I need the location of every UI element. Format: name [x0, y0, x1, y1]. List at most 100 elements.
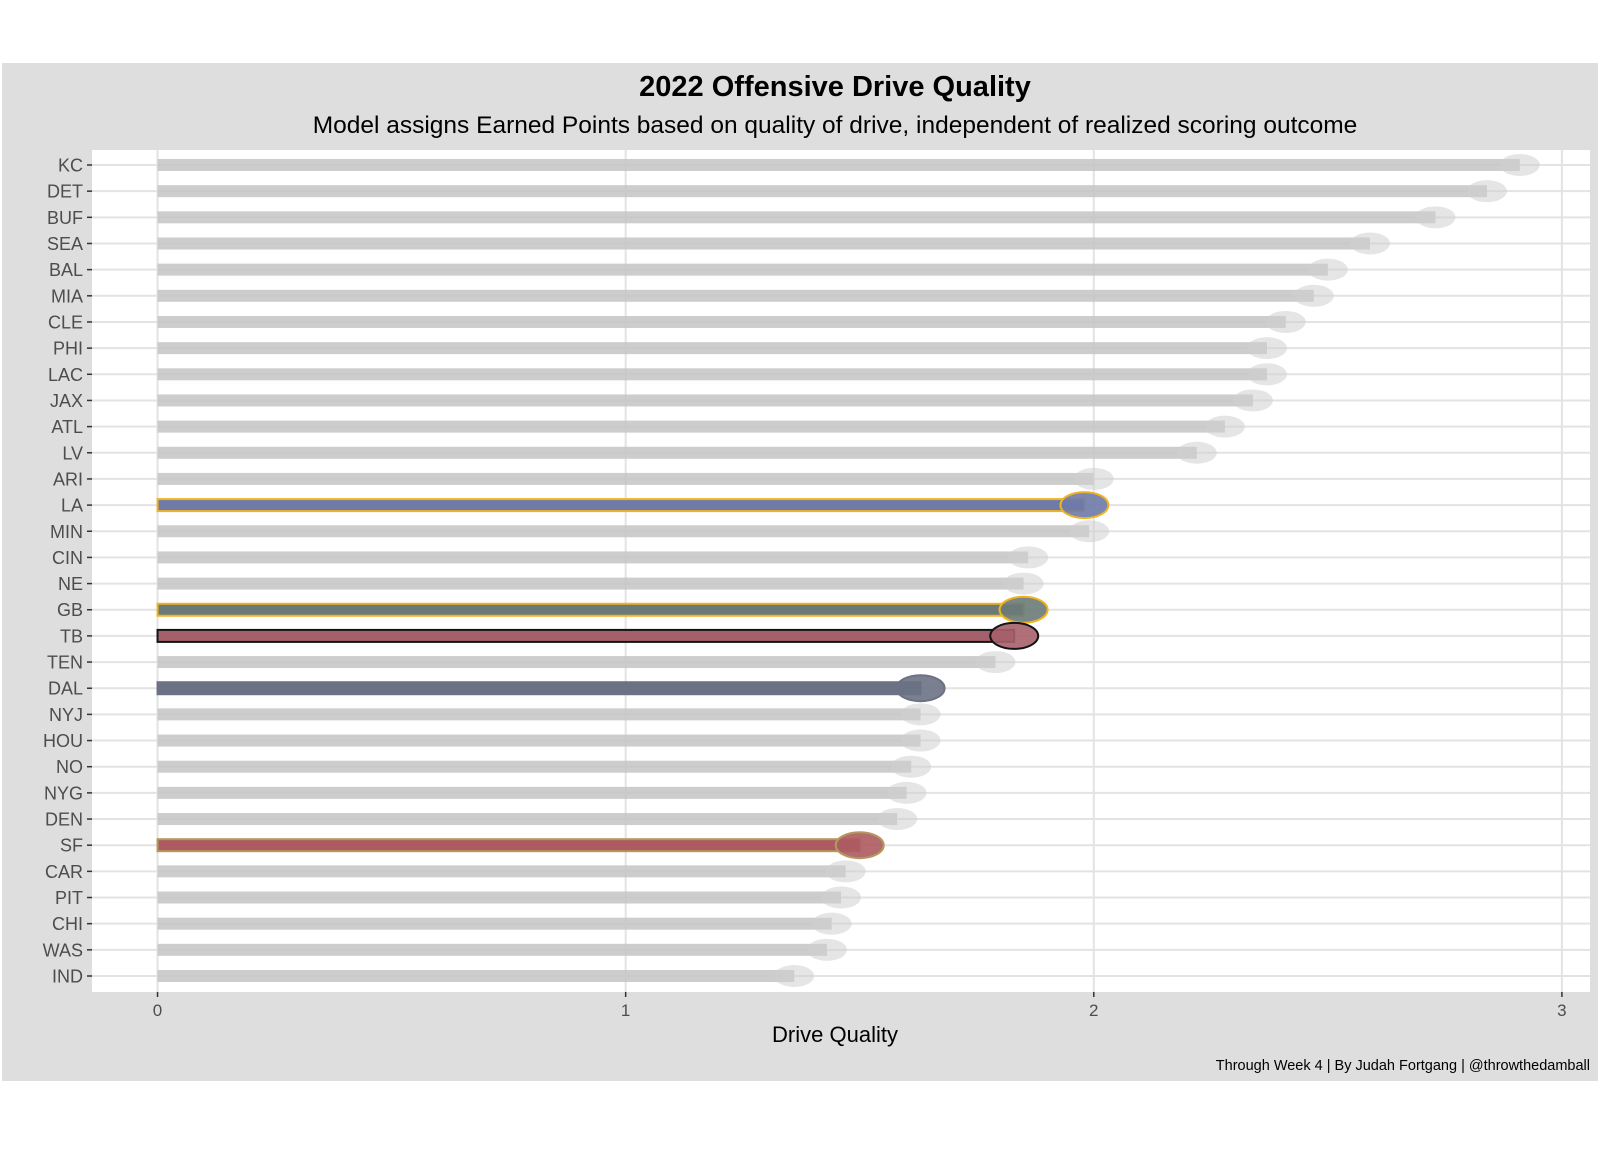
bar-nyg [157, 786, 907, 799]
team-logo-min-icon [1069, 520, 1110, 543]
team-logo-bal-icon [1307, 258, 1348, 281]
team-logo-kc-icon [1499, 154, 1540, 176]
bar-kc [157, 159, 1520, 171]
team-logo-jax-icon [1232, 389, 1273, 412]
team-logo-chi-icon [811, 912, 852, 935]
bar-chi [157, 917, 832, 930]
x-axis: 0 1 2 3 [153, 992, 1567, 1020]
y-tick-label: LV [62, 443, 83, 463]
bar-gb [156, 602, 1025, 617]
bar-ne [157, 577, 1024, 590]
bars [156, 154, 1540, 987]
team-logo-cin-icon [1008, 546, 1049, 569]
y-tick-label: CIN [52, 548, 83, 568]
y-tick-label: NO [56, 757, 83, 777]
bar-la [156, 498, 1086, 513]
team-logo-la-icon [1059, 491, 1110, 520]
y-tick-label: TEN [47, 653, 83, 673]
y-tick-label: LA [61, 496, 83, 516]
team-logo-mia-icon [1293, 284, 1334, 307]
bar-cle [157, 315, 1286, 328]
y-tick-label: PIT [55, 888, 83, 908]
y-tick-label: SEA [47, 234, 83, 254]
bar-phi [157, 342, 1267, 355]
bar-mia [157, 289, 1314, 302]
x-axis-title: Drive Quality [772, 1022, 898, 1047]
team-logo-den-icon [877, 808, 918, 831]
y-tick-label: MIN [50, 522, 83, 542]
bar-buf [157, 211, 1436, 224]
chart-caption: Through Week 4 | By Judah Fortgang | @th… [1216, 1058, 1590, 1074]
y-tick-label: KC [58, 156, 83, 176]
x-tick-label: 2 [1089, 1001, 1098, 1020]
bar-nyj [157, 708, 921, 721]
team-logo-ind-icon [774, 965, 815, 987]
bar-car [157, 865, 846, 878]
team-logo-ari-icon [1073, 467, 1114, 490]
team-logo-sf-icon [834, 831, 885, 860]
team-logo-car-icon [825, 860, 866, 883]
bar-no [157, 760, 912, 773]
team-logo-lv-icon [1176, 441, 1217, 464]
team-logo-phi-icon [1246, 337, 1287, 360]
y-tick-label: DEN [45, 810, 83, 830]
bar-lac [157, 368, 1267, 381]
y-tick-label: JAX [50, 391, 83, 411]
team-logo-atl-icon [1204, 415, 1245, 438]
bar-ind [157, 970, 795, 982]
bar-dal [156, 681, 922, 696]
team-logo-ne-icon [1003, 572, 1044, 595]
bar-pit [157, 891, 842, 904]
y-tick-label: NYG [44, 783, 83, 803]
y-tick-label: ARI [53, 469, 83, 489]
bar-bal [157, 263, 1328, 276]
team-logo-sea-icon [1349, 232, 1390, 255]
y-tick-label: ATL [51, 417, 83, 437]
team-logo-tb-icon [989, 621, 1040, 650]
bar-ari [157, 472, 1094, 485]
y-tick-label: LAC [48, 365, 83, 385]
bar-sf [156, 838, 861, 853]
bar-ten [157, 656, 996, 669]
team-logo-gb-icon [998, 595, 1049, 624]
bar-sea [157, 237, 1370, 250]
team-logo-cle-icon [1265, 310, 1306, 333]
y-tick-label: TB [60, 626, 83, 646]
y-tick-label: CAR [45, 862, 83, 882]
bar-jax [157, 394, 1253, 407]
team-logo-hou-icon [900, 729, 941, 752]
team-logo-no-icon [891, 755, 932, 778]
y-tick-label: CHI [52, 914, 83, 934]
y-tick-label: HOU [43, 731, 83, 751]
y-tick-label: BAL [49, 260, 83, 280]
y-tick-label: BUF [47, 208, 83, 228]
team-logo-nyg-icon [886, 781, 927, 804]
bar-det [157, 185, 1488, 198]
x-tick-label: 0 [153, 1001, 162, 1020]
bar-tb [156, 628, 1016, 643]
y-tick-label: NYJ [49, 705, 83, 725]
y-tick-label: DET [47, 182, 83, 202]
y-tick-label: SF [60, 836, 83, 856]
team-logo-ten-icon [975, 651, 1016, 674]
bar-min [157, 525, 1090, 538]
team-logo-was-icon [806, 938, 847, 961]
team-logo-lac-icon [1246, 363, 1287, 386]
team-logo-buf-icon [1415, 206, 1456, 229]
x-tick-label: 1 [621, 1001, 630, 1020]
y-axis: KC DET BUF SEA BAL MIA CLE PHI LAC JAX ATL LV ARI LA M… [43, 156, 92, 987]
bar-lv [157, 446, 1197, 459]
team-logo-pit-icon [821, 886, 861, 909]
y-tick-label: CLE [48, 312, 83, 332]
y-tick-label: MIA [51, 286, 83, 306]
team-logo-nyj-icon [900, 703, 941, 726]
bar-den [157, 813, 898, 826]
chart-subtitle: Model assigns Earned Points based on qua… [313, 112, 1358, 139]
y-tick-label: PHI [53, 339, 83, 359]
bar-was [157, 943, 827, 956]
y-tick-label: IND [52, 967, 83, 987]
team-logo-det-icon [1467, 180, 1508, 203]
chart-title: 2022 Offensive Drive Quality [639, 71, 1031, 103]
bar-atl [157, 420, 1225, 433]
